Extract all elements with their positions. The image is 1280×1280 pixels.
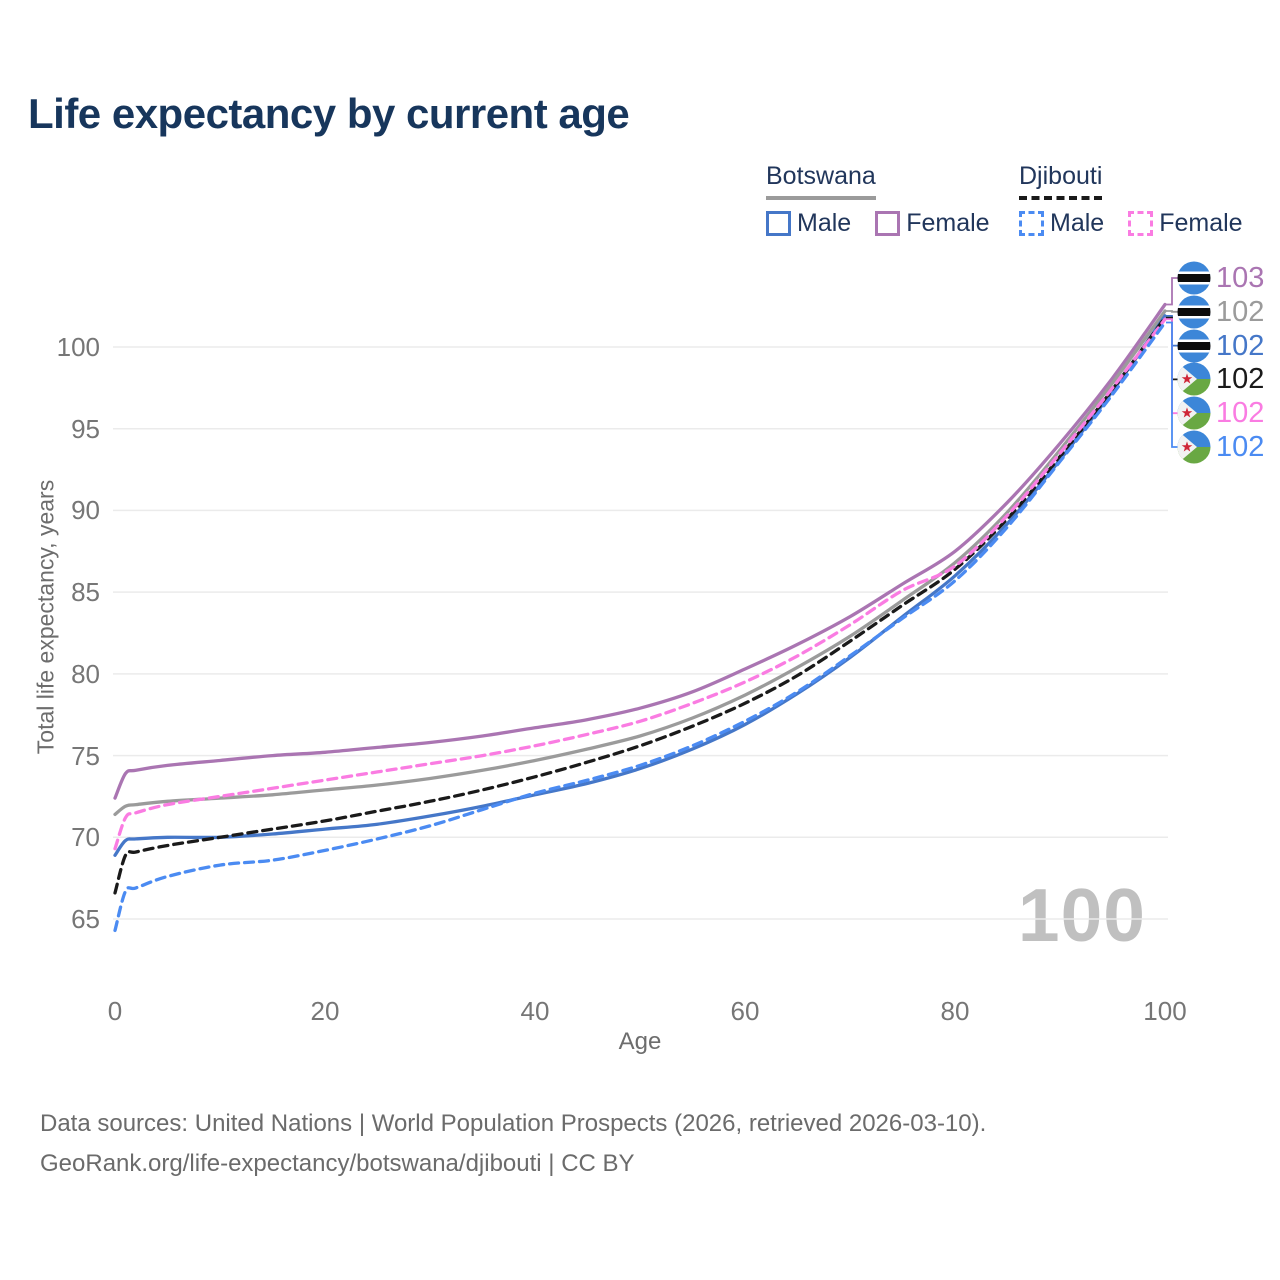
x-axis-title: Age: [618, 1028, 662, 1055]
connector-botswana-female: [1166, 277, 1180, 306]
end-value-text: 102: [1216, 430, 1265, 463]
connector-djibouti-male: [1166, 321, 1180, 448]
data-sources-text: Data sources: United Nations | World Pop…: [40, 1110, 987, 1137]
djibouti-male-swatch: [1019, 211, 1044, 236]
end-label-djibouti-both-sexes: 102: [1177, 362, 1264, 396]
series-lines: [113, 302, 1167, 933]
legend-label: Male: [797, 209, 852, 237]
djibouti-flag-icon: [1177, 362, 1211, 396]
series-line-botswana-both-sexes[interactable]: [113, 309, 1167, 817]
legend-item-djibouti-female[interactable]: Female: [1128, 209, 1243, 238]
series-line-djibouti-both-sexes[interactable]: [113, 315, 1167, 895]
attribution-link-text: GeoRank.org/life-expectancy/botswana/dji…: [40, 1150, 635, 1177]
end-label-botswana-male: 102: [1177, 329, 1264, 363]
legend-country-botswana[interactable]: Botswana: [766, 162, 876, 200]
series-line-djibouti-male[interactable]: [113, 320, 1167, 933]
legend-item-botswana-female[interactable]: Female: [875, 209, 990, 238]
end-label-djibouti-male: 102: [1177, 430, 1264, 464]
end-value-text: 102: [1216, 329, 1265, 362]
age-counter-watermark: 100: [1017, 873, 1146, 957]
y-tick-label-100: 100: [56, 332, 100, 362]
x-tick-label-0: 0: [107, 996, 123, 1026]
series-line-botswana-male[interactable]: [113, 314, 1167, 857]
legend-items-botswana: Male Female: [766, 209, 990, 238]
botswana-female-swatch: [875, 211, 901, 236]
end-value-text: 103: [1216, 261, 1265, 294]
djibouti-flag-icon: [1177, 396, 1211, 430]
legend-label: Female: [1159, 209, 1243, 237]
legend-country-djibouti[interactable]: Djibouti: [1019, 162, 1103, 200]
end-label-botswana-both-sexes: 102: [1177, 295, 1264, 329]
x-tick-label-20: 20: [310, 996, 340, 1026]
legend-group-botswana: Botswana Male Female: [766, 162, 990, 238]
y-tick-label-80: 80: [71, 659, 100, 689]
legend-item-djibouti-male[interactable]: Male: [1019, 209, 1104, 238]
end-label-botswana-female: 103: [1177, 261, 1264, 295]
botswana-flag-icon: [1177, 329, 1211, 363]
x-tick-label-40: 40: [520, 996, 550, 1026]
connector-botswana-both-sexes: [1166, 310, 1180, 313]
series-line-botswana-female[interactable]: [113, 302, 1167, 800]
y-tick-label-70: 70: [71, 822, 100, 852]
x-tick-label-60: 60: [730, 996, 760, 1026]
series-line-djibouti-female[interactable]: [113, 317, 1167, 851]
legend-group-djibouti: Djibouti Male Female: [1019, 162, 1243, 238]
y-tick-label-65: 65: [71, 904, 100, 934]
y-tick-label-75: 75: [71, 741, 100, 771]
end-value-text: 102: [1216, 362, 1265, 395]
botswana-flag-icon: [1177, 295, 1211, 329]
gridlines: [113, 346, 1168, 920]
y-tick-label-95: 95: [71, 414, 100, 444]
page-title: Life expectancy by current age: [28, 90, 630, 137]
x-tick-label-100: 100: [1143, 996, 1187, 1026]
y-tick-label-90: 90: [71, 495, 100, 525]
djibouti-flag-icon: [1177, 430, 1211, 464]
legend-items-djibouti: Male Female: [1019, 209, 1243, 238]
legend-label: Male: [1050, 209, 1105, 237]
end-label-djibouti-female: 102: [1177, 396, 1264, 430]
end-value-text: 102: [1216, 295, 1265, 328]
end-value-text: 102: [1216, 396, 1265, 429]
x-tick-label-80: 80: [940, 996, 970, 1026]
botswana-male-swatch: [766, 211, 791, 236]
legend-item-botswana-male[interactable]: Male: [766, 209, 851, 238]
end-label-connectors: [1166, 277, 1180, 448]
botswana-flag-icon: [1177, 261, 1211, 295]
legend-label: Female: [906, 209, 990, 237]
y-tick-label-85: 85: [71, 577, 100, 607]
djibouti-female-swatch: [1128, 211, 1154, 236]
